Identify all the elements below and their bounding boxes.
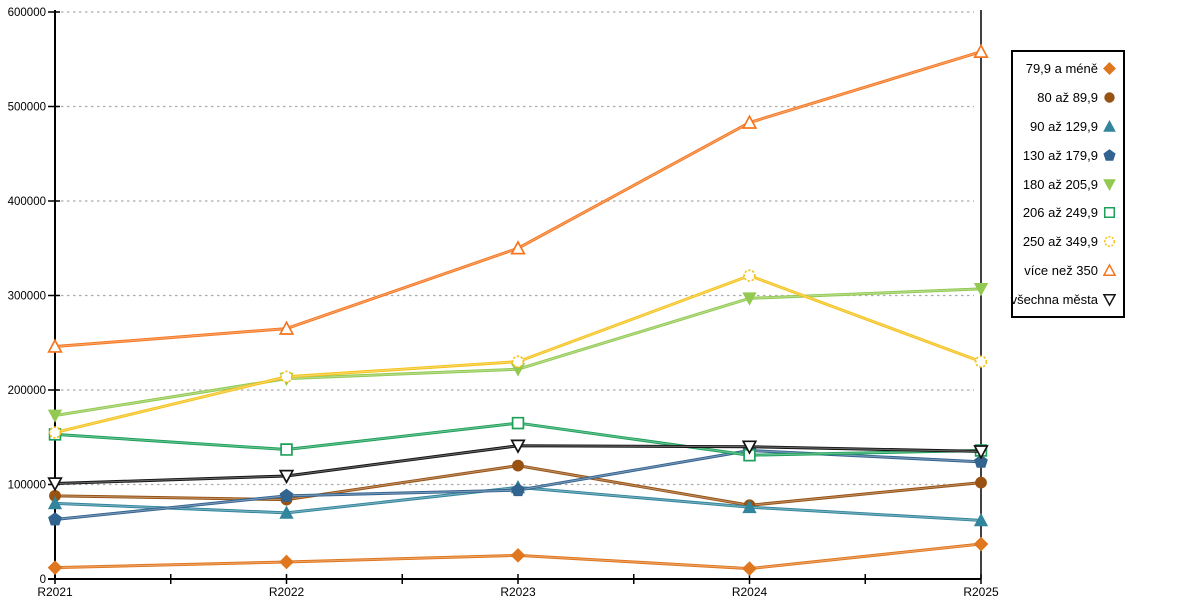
legend-item: více než 350 xyxy=(1013,256,1123,285)
legend-item: 180 až 205,9 xyxy=(1013,170,1123,199)
legend-marker-icon xyxy=(1104,92,1115,103)
data-point-marker xyxy=(511,482,525,497)
series-line-highlight xyxy=(54,288,982,417)
legend-marker-icon xyxy=(1103,236,1116,248)
legend-item-label: více než 350 xyxy=(1024,263,1098,279)
data-point-marker xyxy=(973,282,989,297)
data-point-marker xyxy=(510,548,526,563)
data-point-marker xyxy=(279,505,294,519)
series-line xyxy=(53,287,983,418)
chart-legend: 79,9 a méně 80 až 89,9 90 až 129,9 130 a… xyxy=(1011,50,1125,318)
data-point-marker xyxy=(47,496,63,510)
legend-marker-icon xyxy=(1102,294,1117,307)
series-1 xyxy=(47,536,989,576)
data-point-marker xyxy=(48,512,62,526)
series-line-highlight xyxy=(54,275,982,434)
y-axis-tick-label: 0 xyxy=(40,574,46,586)
y-axis-tick-label: 200000 xyxy=(8,385,46,397)
legend-item-label: 80 až 89,9 xyxy=(1037,89,1098,105)
data-point-marker xyxy=(1103,119,1116,132)
data-point-marker xyxy=(742,292,757,306)
data-point-marker xyxy=(973,43,989,58)
legend-item: 90 až 129,9 xyxy=(1013,112,1123,141)
legend-marker-icon xyxy=(1103,148,1116,161)
data-point-marker xyxy=(278,469,295,485)
y-axis-tick-label: 400000 xyxy=(8,196,46,208)
legend-item-label: všechna města xyxy=(1010,292,1098,308)
data-point-marker xyxy=(974,355,988,368)
data-point-marker xyxy=(975,476,987,489)
series-9 xyxy=(47,439,989,492)
data-point-marker xyxy=(742,561,757,576)
legend-marker-icon xyxy=(1103,207,1116,219)
data-point-marker xyxy=(974,454,988,468)
data-point-marker xyxy=(47,560,63,575)
y-axis-tick-label: 600000 xyxy=(8,7,46,19)
data-point-marker xyxy=(47,477,63,492)
series-line xyxy=(53,50,983,349)
legend-item: 130 až 179,9 xyxy=(1013,141,1123,170)
data-point-marker xyxy=(1102,263,1117,277)
data-point-marker xyxy=(279,554,294,570)
axes: 0 100000 200000 300000 400000 500000 600000 R20… xyxy=(8,7,999,599)
data-point-marker xyxy=(47,338,63,353)
data-point-marker xyxy=(741,114,758,129)
data-point-marker xyxy=(512,459,524,472)
x-axis-tick-label: R2022 xyxy=(269,585,305,599)
y-axis-tick-label: 300000 xyxy=(8,291,46,303)
legend-marker-icon xyxy=(1103,119,1116,132)
series-line xyxy=(53,274,983,435)
data-point-marker xyxy=(973,536,989,552)
legend-item: 79,9 a méně xyxy=(1013,54,1123,83)
legend-item-label: 180 až 205,9 xyxy=(1022,176,1098,192)
series-7 xyxy=(48,269,988,439)
data-point-marker xyxy=(278,320,295,335)
x-axis-tick-label: R2025 xyxy=(963,585,999,599)
legend-item: všechna města xyxy=(1010,285,1123,314)
data-point-marker xyxy=(511,355,525,368)
legend-item: 206 až 249,9 xyxy=(1013,198,1123,227)
data-point-marker xyxy=(743,269,756,282)
series-line-highlight xyxy=(54,51,982,348)
series-2 xyxy=(49,459,987,512)
data-point-marker xyxy=(47,409,63,423)
legend-item: 80 až 89,9 xyxy=(1013,83,1123,112)
data-point-marker xyxy=(511,416,525,430)
legend-item: 250 až 349,9 xyxy=(1013,227,1123,256)
data-point-marker xyxy=(279,488,294,502)
data-point-marker xyxy=(1103,61,1116,75)
data-point-marker xyxy=(48,426,62,439)
data-point-marker xyxy=(1102,294,1117,307)
series-6 xyxy=(48,416,988,462)
data-point-marker xyxy=(973,513,989,527)
data-point-marker xyxy=(510,240,526,255)
legend-marker-icon xyxy=(1103,61,1116,75)
data-point-marker xyxy=(1103,178,1116,191)
legend-item-label: 250 až 349,9 xyxy=(1022,234,1098,250)
legend-item-label: 79,9 a méně xyxy=(1025,60,1098,76)
data-point-marker xyxy=(1104,92,1115,103)
legend-marker-icon xyxy=(1102,263,1117,277)
data-point-marker xyxy=(973,445,989,460)
legend-item-label: 90 až 129,9 xyxy=(1030,118,1098,134)
data-point-marker xyxy=(280,443,293,456)
data-point-marker xyxy=(1103,236,1116,248)
y-axis-tick-label: 100000 xyxy=(8,480,46,492)
legend-item-label: 130 až 179,9 xyxy=(1022,147,1098,163)
data-point-marker xyxy=(742,499,757,514)
data-point-marker xyxy=(741,440,758,455)
legend-marker-icon xyxy=(1103,178,1116,191)
data-point-marker xyxy=(1103,207,1116,219)
legend-item-label: 206 až 249,9 xyxy=(1022,205,1098,221)
data-point-marker xyxy=(1103,148,1116,161)
series-8 xyxy=(47,43,989,353)
data-point-marker xyxy=(510,439,526,454)
data-point-marker xyxy=(280,370,293,384)
x-axis-tick-label: R2024 xyxy=(732,585,768,599)
y-axis-tick-label: 500000 xyxy=(8,102,46,114)
x-axis-tick-label: R2021 xyxy=(37,585,73,599)
x-axis-tick-label: R2023 xyxy=(500,585,536,599)
